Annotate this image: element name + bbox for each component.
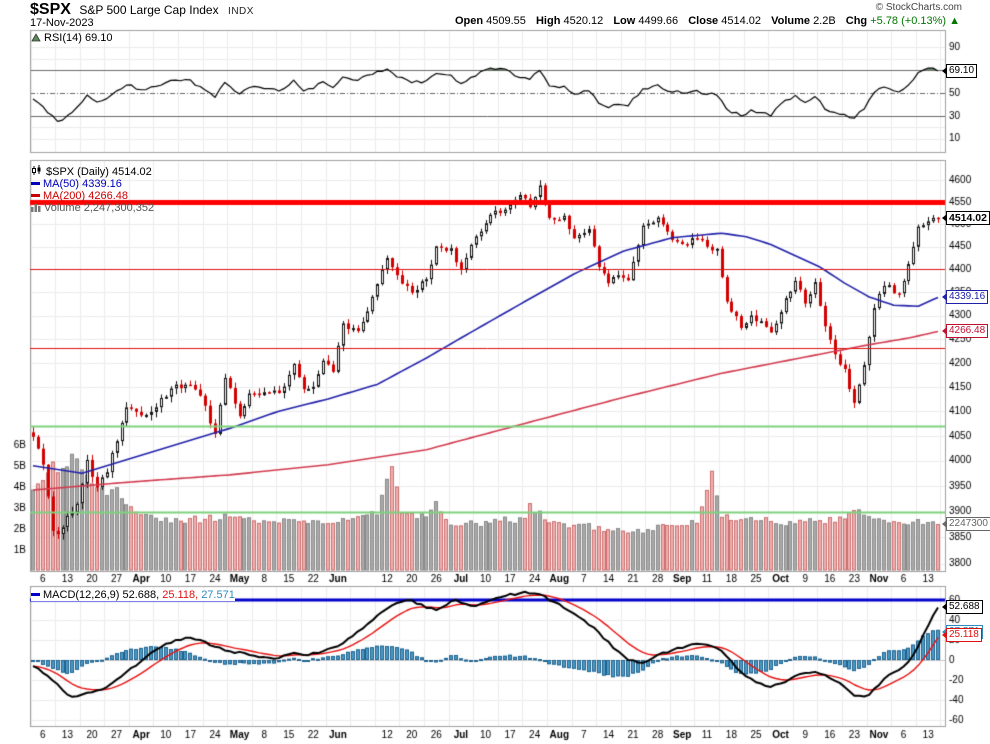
macd-legend: MACD(12,26,9) 52.688, 25.118, 27.571 xyxy=(31,589,235,601)
macd-legend-main: MACD(12,26,9) 52.688, xyxy=(43,589,160,601)
volume-legend-label: Volume 2,247,300,352 xyxy=(44,202,155,214)
price-legend: $SPX (Daily) 4514.02 xyxy=(31,165,152,179)
axis-tag-4514.02: 4514.02 xyxy=(942,211,990,225)
axis-tag-4266.48: 4266.48 xyxy=(941,324,989,338)
volume-bars-icon xyxy=(31,203,41,215)
open-label: Open xyxy=(454,15,484,27)
ma50-legend-label: MA(50) 4339.16 xyxy=(43,178,122,190)
exchange-label: INDX xyxy=(228,6,254,17)
axis-tag-25.118: 25.118 xyxy=(942,628,982,642)
index-name: S&P 500 Large Cap Index xyxy=(79,3,219,17)
open-value: 4509.55 xyxy=(486,15,526,27)
volume-label: Volume xyxy=(771,15,810,27)
close-value: 4514.02 xyxy=(721,15,762,27)
header-title: $SPX S&P 500 Large Cap Index INDX xyxy=(30,1,254,19)
ma50-line-icon xyxy=(31,182,40,185)
symbol: $SPX xyxy=(30,1,71,18)
ma200-legend-label: MA(200) 4266.48 xyxy=(43,190,128,202)
copyright: © StockCharts.com xyxy=(875,2,962,13)
volume-legend: Volume 2,247,300,352 xyxy=(31,202,154,215)
high-label: High xyxy=(535,15,561,27)
ma200-legend: MA(200) 4266.48 xyxy=(31,190,128,202)
close-label: Close xyxy=(688,15,719,27)
ma200-line-icon xyxy=(31,194,40,197)
axis-tag-69.10: 69.10 xyxy=(941,64,978,78)
high-value: 4520.12 xyxy=(563,15,604,27)
volume-value: 2.2B xyxy=(813,15,836,27)
chart-date: 17-Nov-2023 xyxy=(30,17,94,29)
chg-value: +5.78 (+0.13%) ▲ xyxy=(870,15,960,27)
axis-tag-2247300: 2247300 xyxy=(942,517,990,531)
ma50-legend: MA(50) 4339.16 xyxy=(31,178,122,190)
low-value: 4499.66 xyxy=(638,15,679,27)
axis-tag-52.688: 52.688 xyxy=(942,600,983,614)
candlestick-icon xyxy=(31,165,43,179)
macd-line-icon xyxy=(31,593,40,596)
macd-legend-hist: 27.571 xyxy=(201,589,235,601)
axis-tag-4339.16: 4339.16 xyxy=(941,290,989,304)
low-label: Low xyxy=(613,15,636,27)
quote-line: Open 4509.55 High 4520.12 Low 4499.66 Cl… xyxy=(448,15,960,27)
rsi-legend-label: RSI(14) 69.10 xyxy=(44,32,113,44)
indicator-icon xyxy=(31,33,41,45)
price-legend-label: $SPX (Daily) 4514.02 xyxy=(46,166,152,178)
macd-legend-signal: 25.118, xyxy=(162,589,199,601)
rsi-legend: RSI(14) 69.10 xyxy=(31,32,112,45)
chg-label: Chg xyxy=(845,15,868,27)
